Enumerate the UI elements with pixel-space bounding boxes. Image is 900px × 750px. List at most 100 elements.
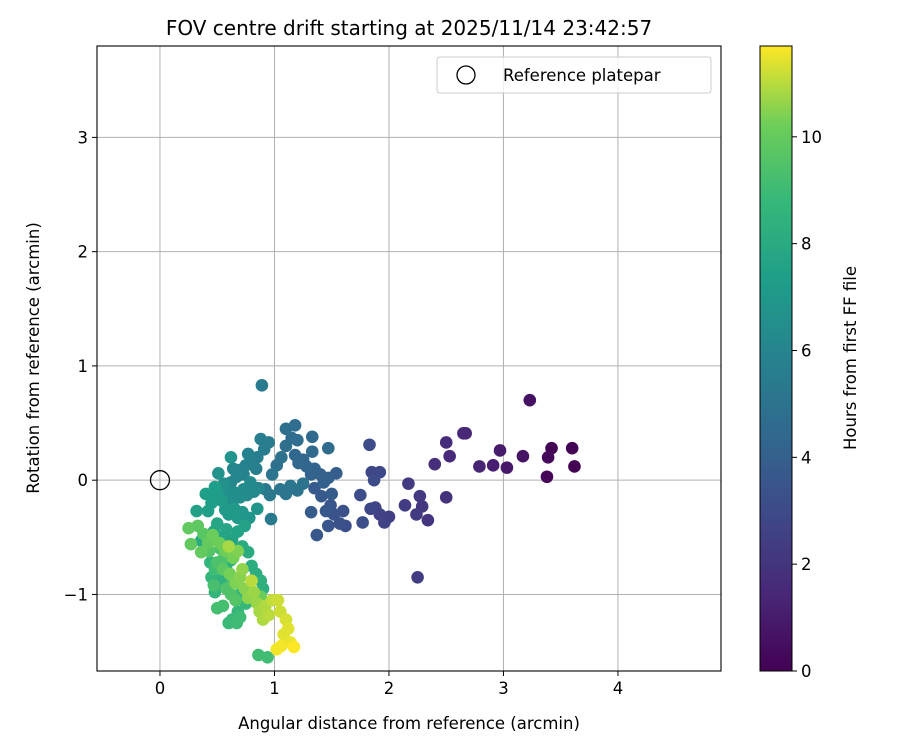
- data-point: [223, 567, 237, 581]
- legend-circle-marker: [456, 65, 476, 85]
- data-point: [255, 379, 269, 392]
- y-axis-ticks: −1 0 1 2 3: [64, 128, 97, 604]
- data-point: [279, 422, 293, 436]
- data-point: [241, 545, 255, 559]
- colorbar-tick-label: 6: [801, 341, 812, 360]
- data-point: [194, 545, 208, 559]
- data-point: [516, 449, 530, 463]
- data-point: [439, 491, 453, 504]
- data-point: [486, 459, 500, 472]
- data-point: [287, 640, 301, 654]
- data-point: [233, 610, 247, 624]
- data-point: [457, 427, 470, 440]
- data-point: [364, 502, 377, 516]
- data-point: [222, 540, 235, 553]
- y-tick-label: 0: [78, 471, 89, 490]
- data-point: [207, 579, 221, 592]
- data-point: [363, 438, 376, 452]
- x-tick-label: 0: [155, 679, 166, 698]
- x-axis-label: Angular distance from reference (arcmin): [238, 714, 580, 733]
- chart-title: FOV centre drift starting at 2025/11/14 …: [166, 16, 652, 40]
- data-point: [473, 460, 486, 473]
- data-point: [565, 441, 579, 455]
- data-point: [310, 528, 324, 542]
- grid-lines: [97, 46, 721, 671]
- data-point: [493, 444, 507, 457]
- data-point: [279, 439, 293, 453]
- colorbar: 0 2 4 6 8 10 Hours from first FF file: [759, 45, 860, 681]
- data-point: [270, 642, 284, 656]
- data-point: [265, 468, 279, 481]
- data-point: [190, 504, 203, 518]
- data-point: [271, 593, 285, 607]
- reference-platepar-marker: [149, 470, 171, 491]
- legend: Reference platepar: [436, 56, 712, 94]
- data-point: [411, 571, 424, 584]
- legend-box: [436, 56, 712, 94]
- data-point: [254, 432, 268, 446]
- data-point: [281, 622, 295, 636]
- y-tick-label: 2: [78, 243, 89, 262]
- colorbar-tick-label: 8: [801, 235, 812, 254]
- y-tick-label: 3: [78, 128, 89, 147]
- data-point: [305, 430, 319, 444]
- data-point: [402, 477, 415, 490]
- x-tick-label: 2: [384, 679, 395, 698]
- data-point: [247, 585, 261, 599]
- y-tick-label: −1: [64, 585, 88, 604]
- colorbar-label: Hours from first FF file: [841, 266, 860, 450]
- data-point: [199, 487, 213, 501]
- x-axis-ticks: 0 1 2 3 4: [155, 671, 623, 698]
- data-point: [356, 516, 369, 529]
- colorbar-tick-label: 10: [801, 128, 822, 147]
- data-point: [184, 537, 198, 551]
- y-axis-label: Rotation from reference (arcmin): [24, 222, 43, 494]
- data-point: [439, 436, 453, 449]
- data-point: [182, 521, 195, 535]
- plot-frame: [96, 45, 722, 672]
- data-point: [354, 488, 367, 502]
- data-point: [212, 467, 225, 480]
- data-point: [250, 502, 264, 516]
- data-point: [321, 441, 335, 455]
- data-point: [236, 563, 249, 576]
- data-point: [261, 650, 274, 664]
- data-point: [413, 489, 427, 503]
- data-point: [245, 574, 258, 588]
- data-point: [421, 513, 435, 527]
- x-tick-label: 3: [498, 679, 509, 698]
- data-point: [291, 433, 304, 447]
- data-point: [216, 599, 230, 613]
- data-point: [226, 462, 240, 476]
- data-point: [305, 445, 319, 458]
- data-point: [208, 480, 222, 494]
- data-point: [523, 393, 537, 407]
- data-point: [304, 505, 318, 519]
- data-point: [367, 473, 381, 487]
- data-point: [500, 461, 514, 474]
- colorbar-frame: [759, 45, 793, 672]
- colorbar-ticks: 0 2 4 6 8 10: [792, 128, 822, 681]
- data-points: [182, 379, 581, 664]
- data-point: [333, 517, 347, 530]
- data-point: [568, 460, 581, 473]
- data-point: [229, 593, 242, 607]
- data-point: [319, 504, 333, 518]
- colorbar-tick-label: 4: [801, 448, 812, 467]
- data-point: [443, 449, 456, 463]
- data-point: [308, 481, 321, 495]
- data-point: [321, 519, 335, 533]
- data-point: [262, 608, 276, 622]
- data-point: [241, 447, 255, 461]
- data-point: [540, 470, 554, 484]
- data-point: [273, 483, 287, 496]
- data-point: [264, 512, 278, 526]
- colorbar-gradient: [760, 46, 792, 671]
- data-point: [428, 457, 442, 471]
- colorbar-tick-label: 0: [801, 662, 812, 681]
- data-point: [325, 487, 339, 501]
- legend-label: Reference platepar: [503, 66, 661, 85]
